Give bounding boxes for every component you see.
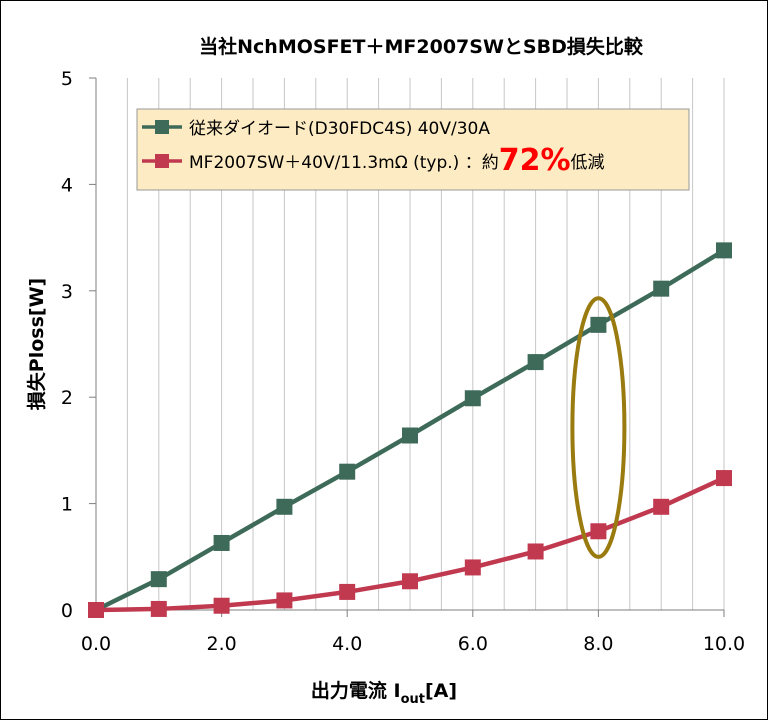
x-tick-label: 10.0 — [703, 633, 745, 655]
data-point — [716, 242, 732, 259]
legend-label-reduction-percent: 72% — [499, 143, 571, 178]
x-tick-label: 0.0 — [81, 633, 111, 655]
legend-label-reduction-word: 低減 — [571, 153, 605, 173]
y-tick-label: 0 — [61, 600, 73, 622]
legend: 従来ダイオード(D30FDC4S) 40V/30A MF2007SW＋40V/1… — [136, 108, 690, 191]
data-point — [716, 470, 732, 487]
data-point — [464, 390, 481, 407]
legend-box — [136, 108, 690, 191]
y-axis-title: 損失Ploss[W] — [25, 278, 48, 410]
x-tick-label: 8.0 — [583, 633, 613, 655]
data-point — [527, 354, 544, 371]
data-point — [402, 427, 418, 444]
y-tick-label: 2 — [61, 387, 73, 409]
highlight-ellipse — [570, 296, 627, 559]
legend-marker-diode — [155, 120, 169, 134]
data-point — [402, 573, 418, 590]
data-point — [464, 559, 481, 576]
y-tick-label: 1 — [61, 494, 73, 516]
annotation-layer — [570, 296, 627, 559]
data-point — [150, 571, 167, 588]
x-axis-title-main: 出力電流 I — [311, 679, 401, 702]
data-point — [213, 597, 230, 614]
data-point — [590, 523, 607, 540]
data-point — [653, 498, 670, 515]
legend-marker-mf2007sw — [155, 154, 169, 168]
data-point — [276, 498, 293, 515]
data-point — [276, 592, 293, 609]
data-point — [653, 280, 670, 297]
data-point — [590, 316, 607, 333]
data-point — [339, 463, 356, 480]
x-axis-title: 出力電流 Iout[A] — [311, 679, 457, 707]
chart-title: 当社NchMOSFET＋MF2007SWとSBD損失比較 — [199, 35, 644, 58]
x-axis-title-subscript: out — [401, 692, 425, 707]
x-tick-label: 2.0 — [206, 633, 236, 655]
data-point — [88, 602, 104, 618]
data-point — [150, 600, 167, 617]
data-point — [527, 543, 544, 560]
x-axis-title-unit: [A] — [425, 680, 457, 702]
legend-label-mf2007sw-main: MF2007SW＋40V/11.3mΩ (typ.) ：約 — [189, 153, 499, 173]
x-tick-label: 4.0 — [332, 633, 362, 655]
y-tick-label: 5 — [61, 68, 73, 90]
y-tick-label: 3 — [61, 281, 73, 303]
y-tick-label: 4 — [61, 174, 73, 196]
x-tick-label: 6.0 — [458, 633, 488, 655]
legend-label-mf2007sw: MF2007SW＋40V/11.3mΩ (typ.) ：約72%低減 — [189, 143, 605, 178]
series-layer — [88, 242, 732, 618]
legend-label-diode: 従来ダイオード(D30FDC4S) 40V/30A — [189, 119, 490, 139]
data-point — [339, 583, 356, 600]
data-point — [213, 534, 230, 551]
